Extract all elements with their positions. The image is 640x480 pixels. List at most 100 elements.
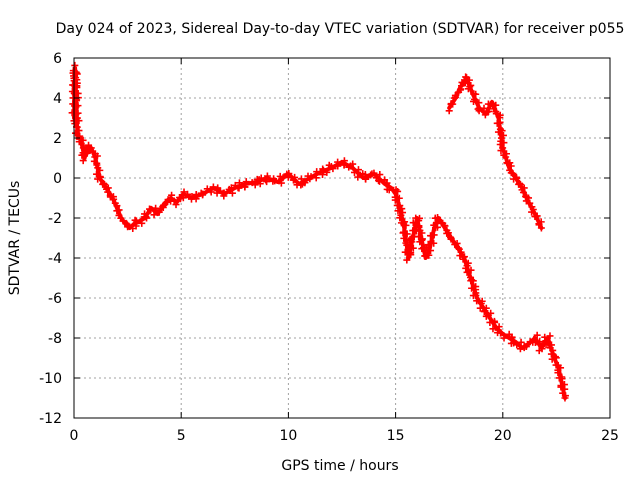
data-marker — [441, 222, 449, 230]
data-marker — [500, 139, 508, 147]
data-marker — [307, 173, 315, 181]
data-marker — [546, 344, 554, 352]
data-marker — [455, 245, 463, 253]
data-marker — [103, 185, 111, 193]
y-tick-label: 6 — [53, 51, 62, 67]
data-marker — [456, 252, 464, 260]
data-marker — [464, 259, 472, 267]
data-marker — [400, 234, 408, 242]
data-marker — [499, 144, 507, 152]
data-marker — [399, 228, 407, 236]
data-marker — [451, 240, 459, 248]
data-marker — [71, 61, 79, 69]
data-marker — [515, 180, 523, 188]
data-marker — [74, 102, 82, 110]
data-marker — [124, 221, 132, 229]
data-marker — [110, 195, 118, 203]
y-tick-label: -8 — [48, 331, 62, 347]
data-marker — [427, 247, 435, 255]
data-marker — [242, 178, 250, 186]
data-marker — [480, 308, 488, 316]
chart-title: Day 024 of 2023, Sidereal Day-to-day VTE… — [56, 21, 625, 37]
data-marker — [476, 304, 484, 312]
y-tick-label: 0 — [53, 171, 62, 187]
data-marker — [421, 252, 429, 260]
data-marker — [508, 333, 516, 341]
data-marker — [362, 175, 370, 183]
data-marker — [241, 183, 249, 191]
data-marker — [73, 70, 81, 78]
data-marker — [376, 171, 384, 179]
data-marker — [285, 170, 293, 178]
data-marker — [454, 244, 462, 252]
data-marker — [518, 186, 526, 194]
y-axis-label: SDTVAR / TECUs — [7, 181, 23, 296]
data-marker — [484, 311, 492, 319]
x-tick-label: 15 — [387, 428, 405, 444]
data-marker — [214, 185, 222, 193]
x-tick-label: 0 — [70, 428, 79, 444]
data-marker — [220, 189, 228, 197]
data-marker — [418, 236, 426, 244]
data-marker — [499, 131, 507, 139]
data-marker — [406, 235, 414, 243]
data-marker — [478, 297, 486, 305]
y-tick-label: 4 — [53, 91, 62, 107]
data-marker — [87, 144, 95, 152]
y-tick-label: -2 — [48, 211, 62, 227]
data-marker — [500, 334, 508, 342]
data-marker — [132, 217, 140, 225]
data-marker — [168, 191, 176, 199]
data-marker — [526, 199, 534, 207]
data-marker — [184, 190, 192, 198]
data-marker — [323, 168, 331, 176]
data-marker — [430, 239, 438, 247]
data-marker — [515, 179, 523, 187]
series-trace — [447, 76, 544, 230]
plot-frame — [73, 57, 611, 419]
data-marker — [533, 331, 541, 339]
data-marker — [100, 179, 108, 187]
data-marker — [382, 180, 390, 188]
data-marker — [466, 83, 474, 91]
data-marker — [138, 219, 146, 227]
data-marker — [397, 211, 405, 219]
data-marker — [489, 325, 497, 333]
grid — [74, 58, 610, 418]
data-marker — [418, 245, 426, 253]
data-marker — [397, 219, 405, 227]
data-marker — [467, 277, 475, 285]
data-marker — [334, 162, 342, 170]
data-marker — [79, 157, 87, 165]
data-marker — [329, 165, 337, 173]
data-marker — [297, 175, 305, 183]
data-marker — [394, 187, 402, 195]
x-tick-label: 5 — [177, 428, 186, 444]
data-marker — [536, 338, 544, 346]
data-marker — [93, 170, 101, 178]
data-marker — [368, 170, 376, 178]
x-axis-label: GPS time / hours — [281, 458, 398, 474]
data-marker — [552, 361, 560, 369]
data-marker — [461, 79, 469, 87]
data-marker — [170, 197, 178, 205]
data-points — [68, 61, 569, 402]
series-trace — [72, 66, 567, 400]
data-marker — [554, 366, 562, 374]
data-marker — [415, 232, 423, 240]
data-marker — [227, 184, 235, 192]
data-marker — [375, 177, 383, 185]
data-marker — [462, 73, 470, 81]
data-marker — [434, 214, 442, 222]
data-marker — [394, 207, 402, 215]
data-marker — [111, 199, 119, 207]
data-marker — [513, 341, 521, 349]
data-marker — [407, 234, 415, 242]
data-marker — [416, 214, 424, 222]
data-marker — [235, 179, 243, 187]
data-marker — [155, 208, 163, 216]
data-marker — [492, 101, 500, 109]
data-marker — [375, 177, 383, 185]
data-marker — [447, 100, 455, 108]
